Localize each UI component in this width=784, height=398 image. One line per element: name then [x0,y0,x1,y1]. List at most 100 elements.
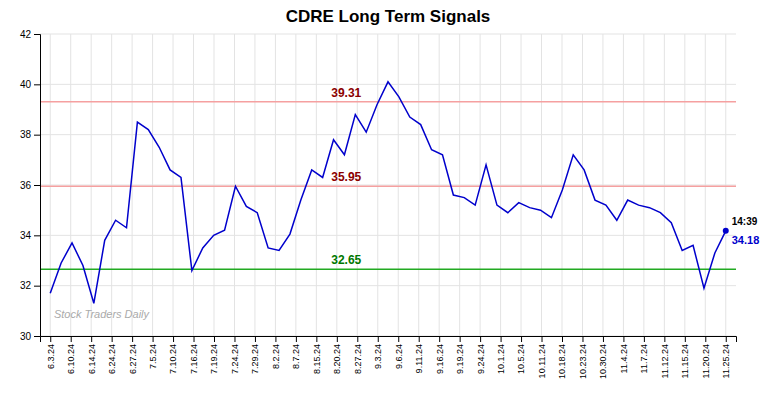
x-tick-mark [603,336,604,342]
x-tick-label: 8.15.24 [312,344,322,374]
x-tick-label: 9.24.24 [475,344,485,374]
reference-label: 32.65 [331,253,361,267]
x-tick-label: 11.20.24 [701,344,711,378]
plot: 303234363840426.3.246.10.246.14.246.24.2… [20,29,759,379]
x-tick-label: 9.3.24 [373,344,383,369]
x-tick-label: 8.7.24 [291,344,301,369]
last-value-label: 34.18 [732,234,760,246]
x-tick-mark [439,336,440,342]
x-tick-mark [664,336,665,342]
x-tick-mark [357,336,358,342]
grid-line-y [40,134,736,135]
x-tick: 7.29.24 [250,336,260,374]
x-tick-mark [644,336,645,342]
y-tick-mark [34,235,40,236]
grid-line-y [40,84,736,85]
x-tick: 8.20.24 [332,336,342,374]
x-tick-mark [419,336,420,342]
x-tick: 8.2.24 [271,336,281,369]
x-tick: 6.10.24 [66,336,76,374]
x-tick: 10.18.24 [557,336,567,379]
y-tick-mark [34,185,40,186]
x-tick: 11.20.24 [701,336,711,378]
x-tick: 10.23.24 [578,336,588,379]
x-tick-mark [173,336,174,342]
x-tick-label: 10.1.24 [496,344,506,374]
grid-line-y [40,34,736,35]
y-tick-label: 42 [20,29,32,40]
x-tick-label: 6.3.24 [46,344,56,369]
y-tick: 36 [20,180,40,191]
x-tick: 9.6.24 [394,336,404,369]
last-time-label: 14:39 [732,216,758,227]
x-tick-label: 11.12.24 [660,344,670,378]
x-tick-mark [50,336,51,342]
x-tick: 8.27.24 [353,336,363,374]
x-tick-label: 7.24.24 [230,344,240,374]
x-axis: 6.3.246.10.246.14.246.24.246.27.247.5.24… [41,336,737,379]
x-tick: 9.11.24 [414,336,424,373]
grid [40,34,736,336]
x-tick-mark [234,336,235,342]
y-tick-label: 30 [20,331,32,342]
x-tick-label: 7.29.24 [250,344,260,374]
grid-line-y [40,235,736,236]
y-tick-mark [34,84,40,85]
y-tick: 40 [20,79,40,90]
x-tick-mark [705,336,706,342]
x-tick-label: 10.11.24 [537,344,547,378]
x-tick-mark [255,336,256,342]
x-tick: 10.5.24 [516,336,526,374]
x-tick: 6.14.24 [87,336,97,374]
x-tick: 9.16.24 [435,336,445,374]
x-tick: 10.30.24 [598,336,608,379]
x-tick: 7.10.24 [168,336,178,374]
x-tick: 11.7.24 [639,336,649,373]
y-axis-line [34,35,41,337]
price-line [50,82,726,303]
x-tick-label: 6.10.24 [66,344,76,374]
x-tick-label: 9.19.24 [455,344,465,374]
chart: 303234363840426.3.246.10.246.14.246.24.2… [0,0,784,398]
y-tick: 42 [20,29,40,40]
x-tick-mark [337,336,338,342]
reference-line [40,186,736,188]
x-tick-label: 10.30.24 [598,344,608,379]
x-tick: 9.19.24 [455,336,465,374]
x-tick-label: 6.27.24 [127,344,137,374]
x-tick: 7.16.24 [189,336,199,374]
x-tick: 11.25.24 [721,336,731,378]
y-tick-label: 40 [20,79,32,90]
reference-label: 39.31 [331,86,361,100]
x-tick-mark [480,336,481,342]
last-point [723,228,729,234]
x-tick: 9.3.24 [373,336,383,369]
x-tick-label: 11.4.24 [619,344,629,373]
x-tick-label: 9.11.24 [414,344,424,373]
x-tick-label: 8.20.24 [332,344,342,374]
x-tick: 7.24.24 [230,336,240,374]
x-tick-mark [398,336,399,342]
y-tick-mark [34,34,40,35]
x-tick-label: 7.10.24 [168,344,178,374]
y-tick: 38 [20,129,40,140]
y-tick-label: 38 [20,129,32,140]
x-tick-label: 9.6.24 [394,344,404,369]
x-tick-mark [542,336,543,342]
x-tick-label: 10.5.24 [516,344,526,374]
x-tick: 7.5.24 [148,336,158,369]
x-tick: 8.7.24 [291,336,301,369]
x-tick: 6.3.24 [46,336,56,369]
x-tick-mark [132,336,133,342]
x-tick-mark [582,336,583,342]
grid-line-y [40,285,736,286]
title: CDRE Long Term Signals [286,7,491,26]
y-tick-label: 32 [20,280,32,291]
x-tick-mark [501,336,502,342]
x-axis-line [41,337,737,343]
y-axis: 30323436384042 [20,29,41,342]
x-tick: 11.12.24 [660,336,670,378]
x-tick: 8.15.24 [312,336,322,374]
x-tick-mark [91,336,92,342]
x-tick-label: 7.5.24 [148,344,158,369]
